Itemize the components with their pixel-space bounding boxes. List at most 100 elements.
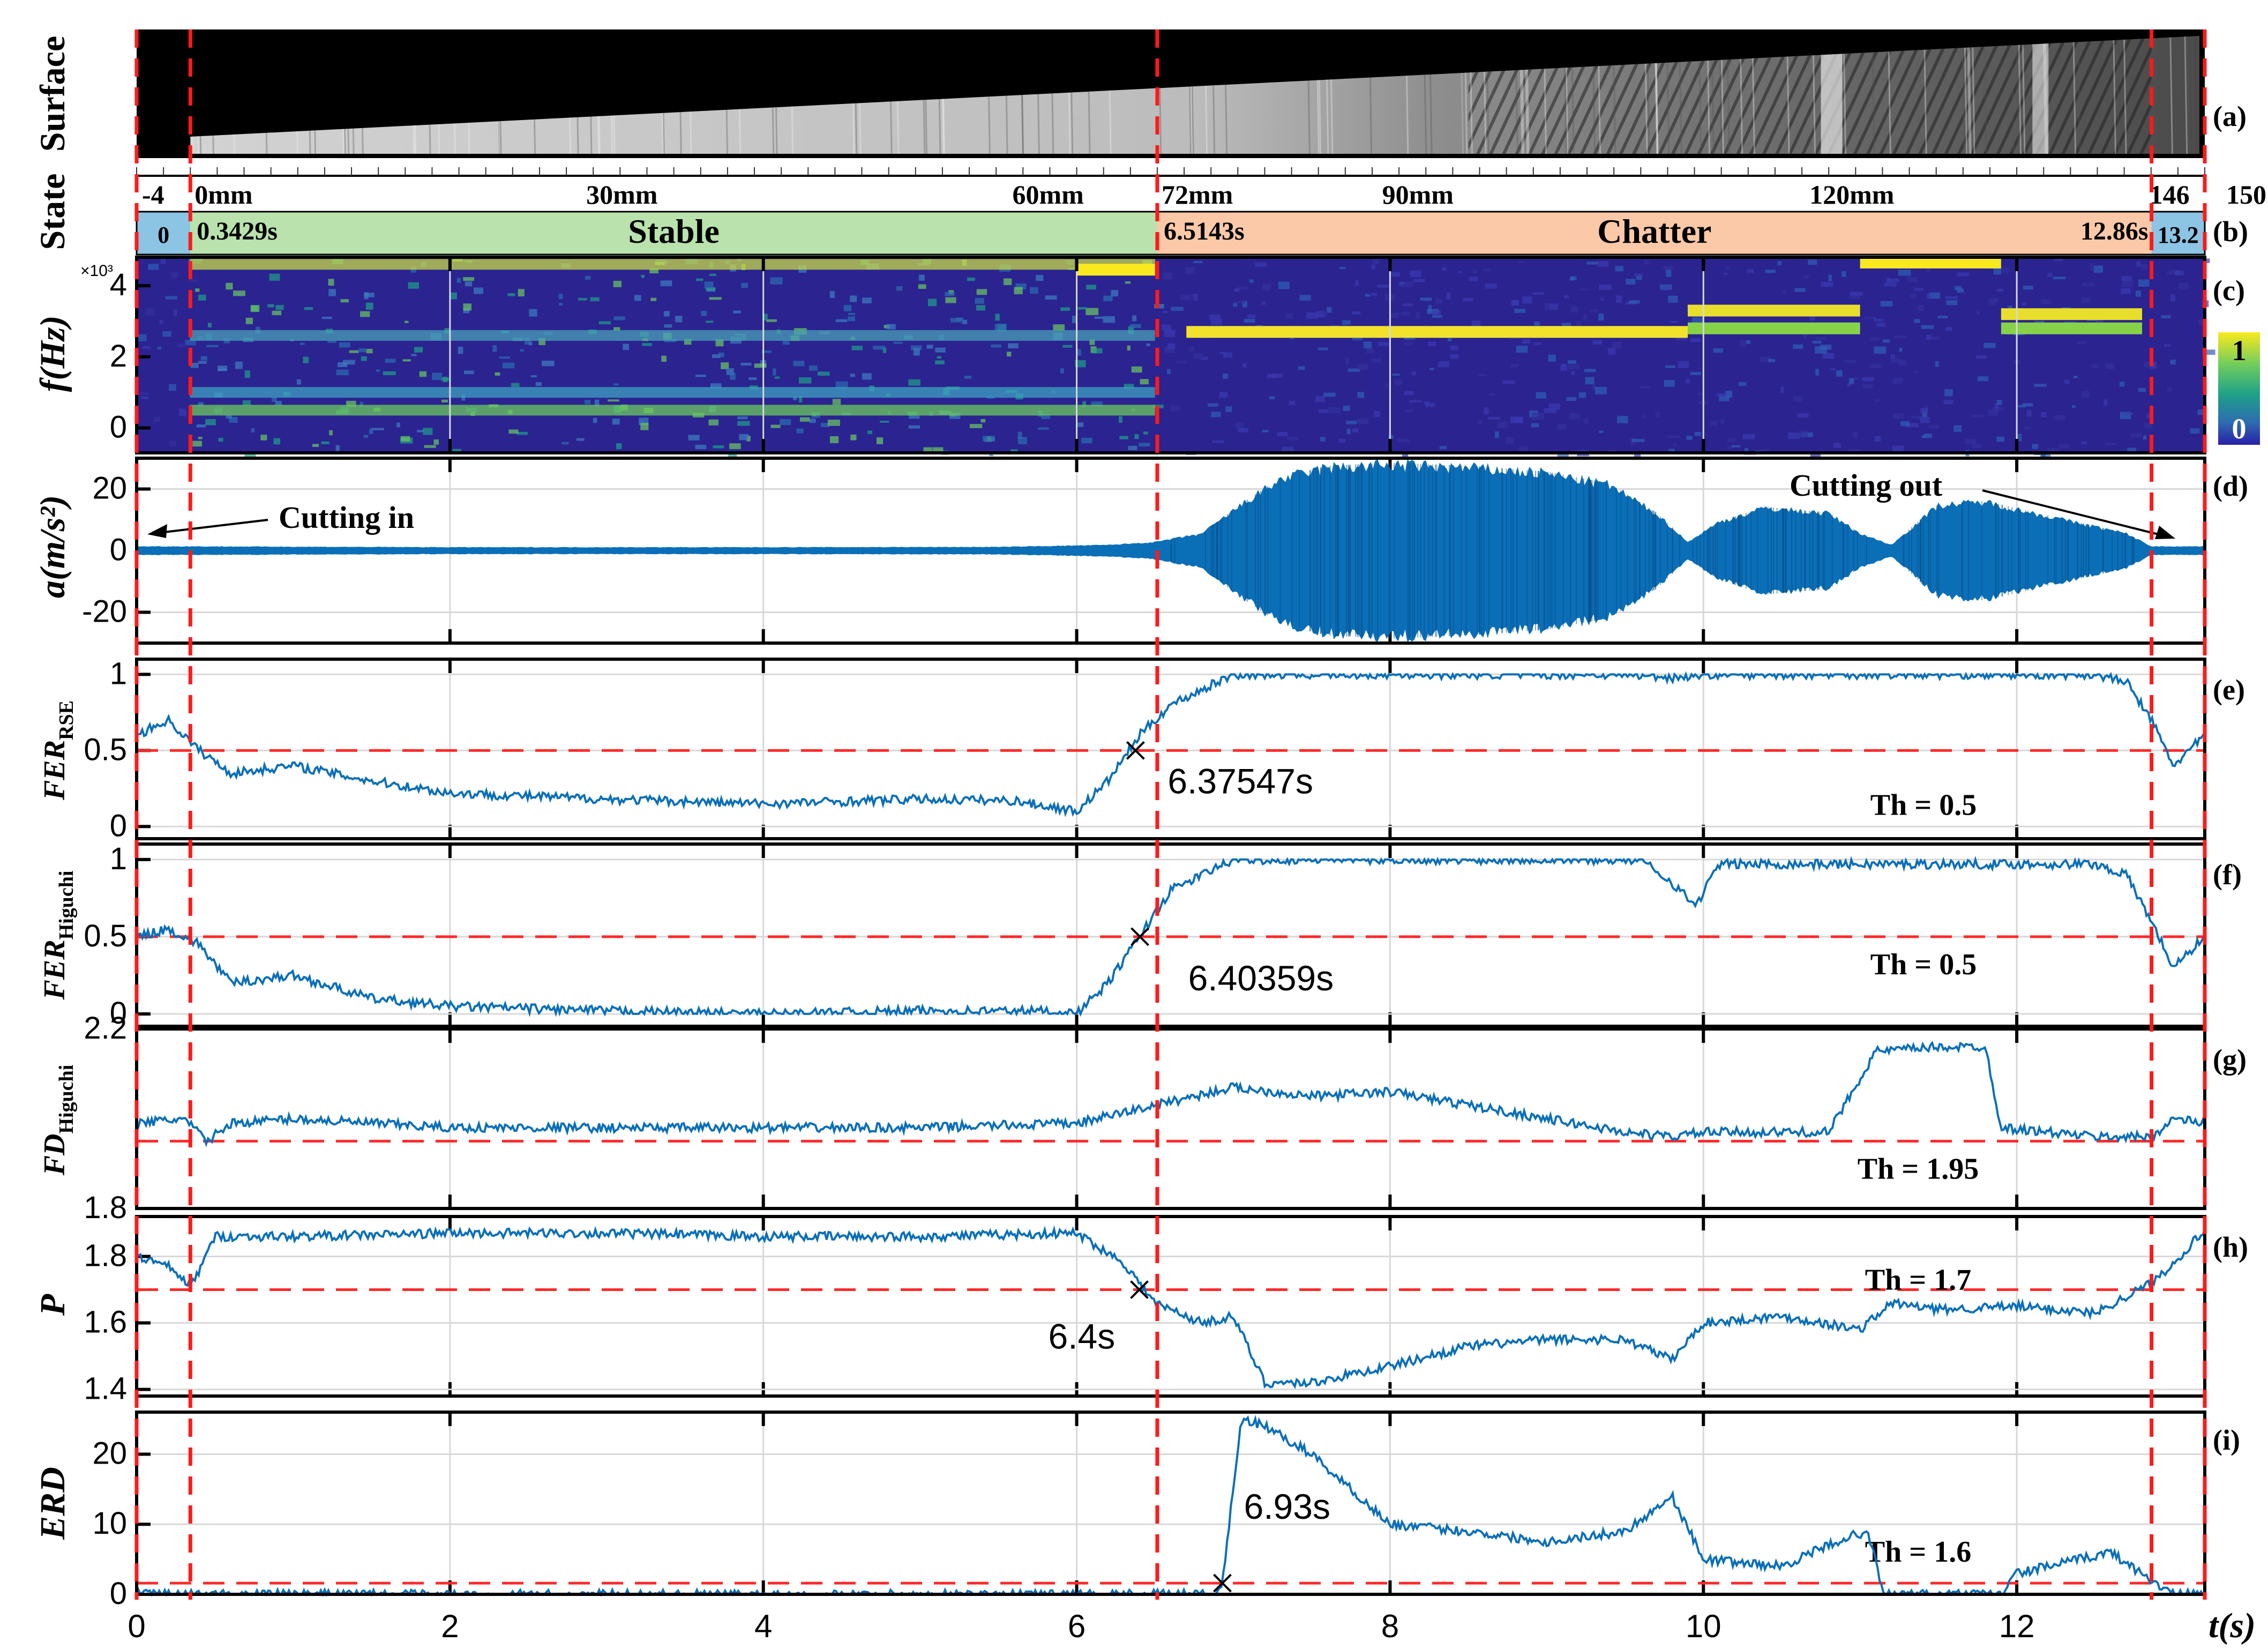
y-axis-label-sub: Higuchi (55, 1065, 78, 1134)
state-segment-idle (2151, 212, 2205, 255)
acceleration-oscillation (1170, 462, 2135, 639)
cutting-out-arrowhead (2155, 526, 2175, 539)
y-axis-label-sub: Higuchi (55, 871, 78, 940)
y-axis-label: Surface (33, 36, 72, 152)
mm-tick-label: 60mm (1012, 180, 1083, 210)
y-tick-label: 1 (110, 656, 127, 691)
y-tick-label: 1.8 (84, 1238, 127, 1273)
stable-band (190, 330, 1155, 341)
y-tick-label: 0 (110, 533, 127, 568)
series-line (136, 1040, 2206, 1147)
state-label: Chatter (1597, 212, 1711, 250)
y-axis-label: P (33, 1294, 72, 1316)
panel-tag: (d) (2213, 470, 2248, 502)
detection-marker (1131, 927, 1149, 946)
y-tick-label: 0 (110, 1576, 127, 1611)
state-label: Stable (628, 212, 720, 250)
annotation-cutting-in: Cutting in (279, 500, 414, 535)
state-label: 0 (158, 222, 169, 248)
panel-tag: (b) (2213, 215, 2248, 248)
detection-time-label: 6.4s (1049, 1316, 1116, 1356)
mm-tick-label: 90mm (1382, 180, 1454, 210)
y-tick-label: 0 (110, 808, 127, 843)
y-axis-label-group: FDHiguchi (38, 1065, 78, 1176)
chatter-band (2001, 322, 2143, 334)
panel-tag: (i) (2213, 1424, 2240, 1456)
panel-tag: (f) (2213, 859, 2242, 891)
y-axis-label-group: Surface (33, 36, 72, 152)
y-axis-label-group: P (33, 1294, 72, 1316)
threshold-label: Th = 0.5 (1870, 788, 1977, 822)
stable-band (190, 405, 1155, 416)
y-axis-label: FERRSE (38, 700, 78, 801)
y-axis-label: FDHiguchi (38, 1065, 78, 1176)
surface-bright-band (1821, 36, 1843, 154)
y-axis-label-group: FERRSE (38, 700, 78, 801)
annotation-cutting-out: Cutting out (1790, 468, 1943, 503)
x-axis-label: t(s) (2209, 1606, 2256, 1645)
y-axis-label-main: FER (38, 939, 71, 1000)
detection-marker (1126, 741, 1145, 760)
threshold-label: Th = 1.6 (1865, 1535, 1971, 1569)
mm-tick-label: 72mm (1162, 180, 1233, 210)
panel-tag: (c) (2213, 274, 2245, 307)
y-tick-label: 1.8 (84, 1190, 127, 1225)
stable-band (190, 259, 1155, 270)
y-axis-label-group: State (33, 174, 72, 250)
spectrogram-image (137, 256, 2215, 460)
panel-frame (135, 842, 2206, 1028)
colorbar (2218, 332, 2260, 445)
y-axis-exponent: ×10³ (80, 262, 113, 280)
y-axis-label-main: P (33, 1294, 72, 1316)
panel-frame (135, 1215, 2206, 1398)
threshold-label: Th = 1.95 (1858, 1152, 1979, 1185)
y-axis-label-main: f(Hz) (33, 316, 72, 392)
x-tick-label: 2 (441, 1608, 459, 1644)
y-tick-label: 1.4 (84, 1371, 127, 1406)
colorbar-min-label: 0 (2232, 413, 2247, 445)
y-tick-label: 1 (110, 841, 127, 876)
y-axis-label-group: f(Hz) (33, 316, 72, 392)
y-tick-label: 20 (92, 471, 127, 506)
y-tick-label: -20 (82, 594, 127, 629)
y-axis-label: State (33, 174, 72, 250)
y-axis-label: ERD (33, 1467, 72, 1540)
detection-marker (1130, 1280, 1149, 1299)
y-tick-label: 2 (110, 339, 127, 374)
y-axis-label: f(Hz) (33, 316, 72, 392)
x-tick-label: 6 (1068, 1608, 1086, 1644)
y-axis-label-main: ERD (33, 1467, 72, 1540)
chatter-band (1688, 304, 1860, 317)
state-end-time: 12.86s (2080, 217, 2149, 245)
detection-marker (1213, 1573, 1232, 1593)
panel-frame (135, 1411, 2206, 1596)
y-tick-label: 0.5 (84, 732, 127, 767)
y-axis-label-main: Surface (33, 36, 72, 152)
stable-band (190, 387, 1155, 398)
y-axis-label-sub: RSE (55, 700, 78, 740)
y-axis-label-main: FD (38, 1134, 71, 1176)
state-segment-idle (137, 212, 191, 255)
series-line (136, 671, 2206, 817)
x-tick-label: 12 (1999, 1608, 2035, 1644)
detection-time-label: 6.40359s (1188, 958, 1334, 998)
x-tick-label: 4 (754, 1608, 772, 1644)
chatter-band (2001, 308, 2143, 320)
panel-tag: (h) (2213, 1231, 2248, 1263)
x-tick-label: 10 (1686, 1608, 1721, 1644)
chatter-band (1860, 256, 2001, 268)
series-line (136, 855, 2206, 1017)
state-label: 13.2 (2158, 222, 2199, 248)
cutting-in-arrowhead (147, 524, 167, 538)
y-tick-label: 0 (110, 410, 127, 445)
panel-tag: (e) (2213, 674, 2245, 706)
y-tick-label: 0.5 (84, 919, 127, 953)
detection-time-label: 6.93s (1244, 1487, 1330, 1526)
y-axis-label-group: a(m/s²) (33, 495, 72, 598)
threshold-label: Th = 0.5 (1870, 948, 1977, 981)
y-tick-label: 10 (92, 1506, 127, 1541)
y-axis-label-group: ERD (33, 1467, 72, 1540)
state-segment-stable (190, 212, 1157, 255)
y-axis-label: a(m/s²) (33, 495, 72, 598)
